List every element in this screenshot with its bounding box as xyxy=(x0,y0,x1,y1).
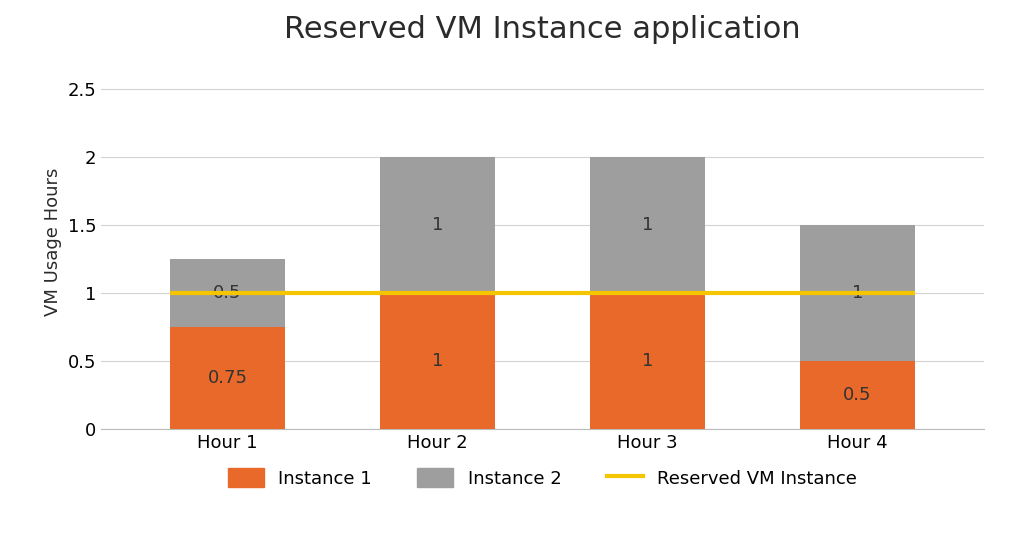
Text: 0.75: 0.75 xyxy=(208,369,247,387)
Bar xyxy=(169,327,285,429)
Bar xyxy=(379,293,495,429)
Text: 1: 1 xyxy=(642,216,653,234)
Bar xyxy=(379,157,495,293)
Title: Reserved VM Instance application: Reserved VM Instance application xyxy=(284,15,801,45)
Bar xyxy=(590,293,706,429)
Bar xyxy=(800,225,916,361)
Y-axis label: VM Usage Hours: VM Usage Hours xyxy=(45,168,62,316)
Bar xyxy=(800,361,916,429)
Legend: Instance 1, Instance 2, Reserved VM Instance: Instance 1, Instance 2, Reserved VM Inst… xyxy=(221,461,864,495)
Bar xyxy=(169,259,285,327)
Text: 0.5: 0.5 xyxy=(844,386,872,404)
Text: 0.5: 0.5 xyxy=(213,284,241,302)
Bar xyxy=(590,157,706,293)
Text: 1: 1 xyxy=(432,216,443,234)
Text: 1: 1 xyxy=(642,352,653,370)
Text: 1: 1 xyxy=(432,352,443,370)
Text: 1: 1 xyxy=(852,284,863,302)
